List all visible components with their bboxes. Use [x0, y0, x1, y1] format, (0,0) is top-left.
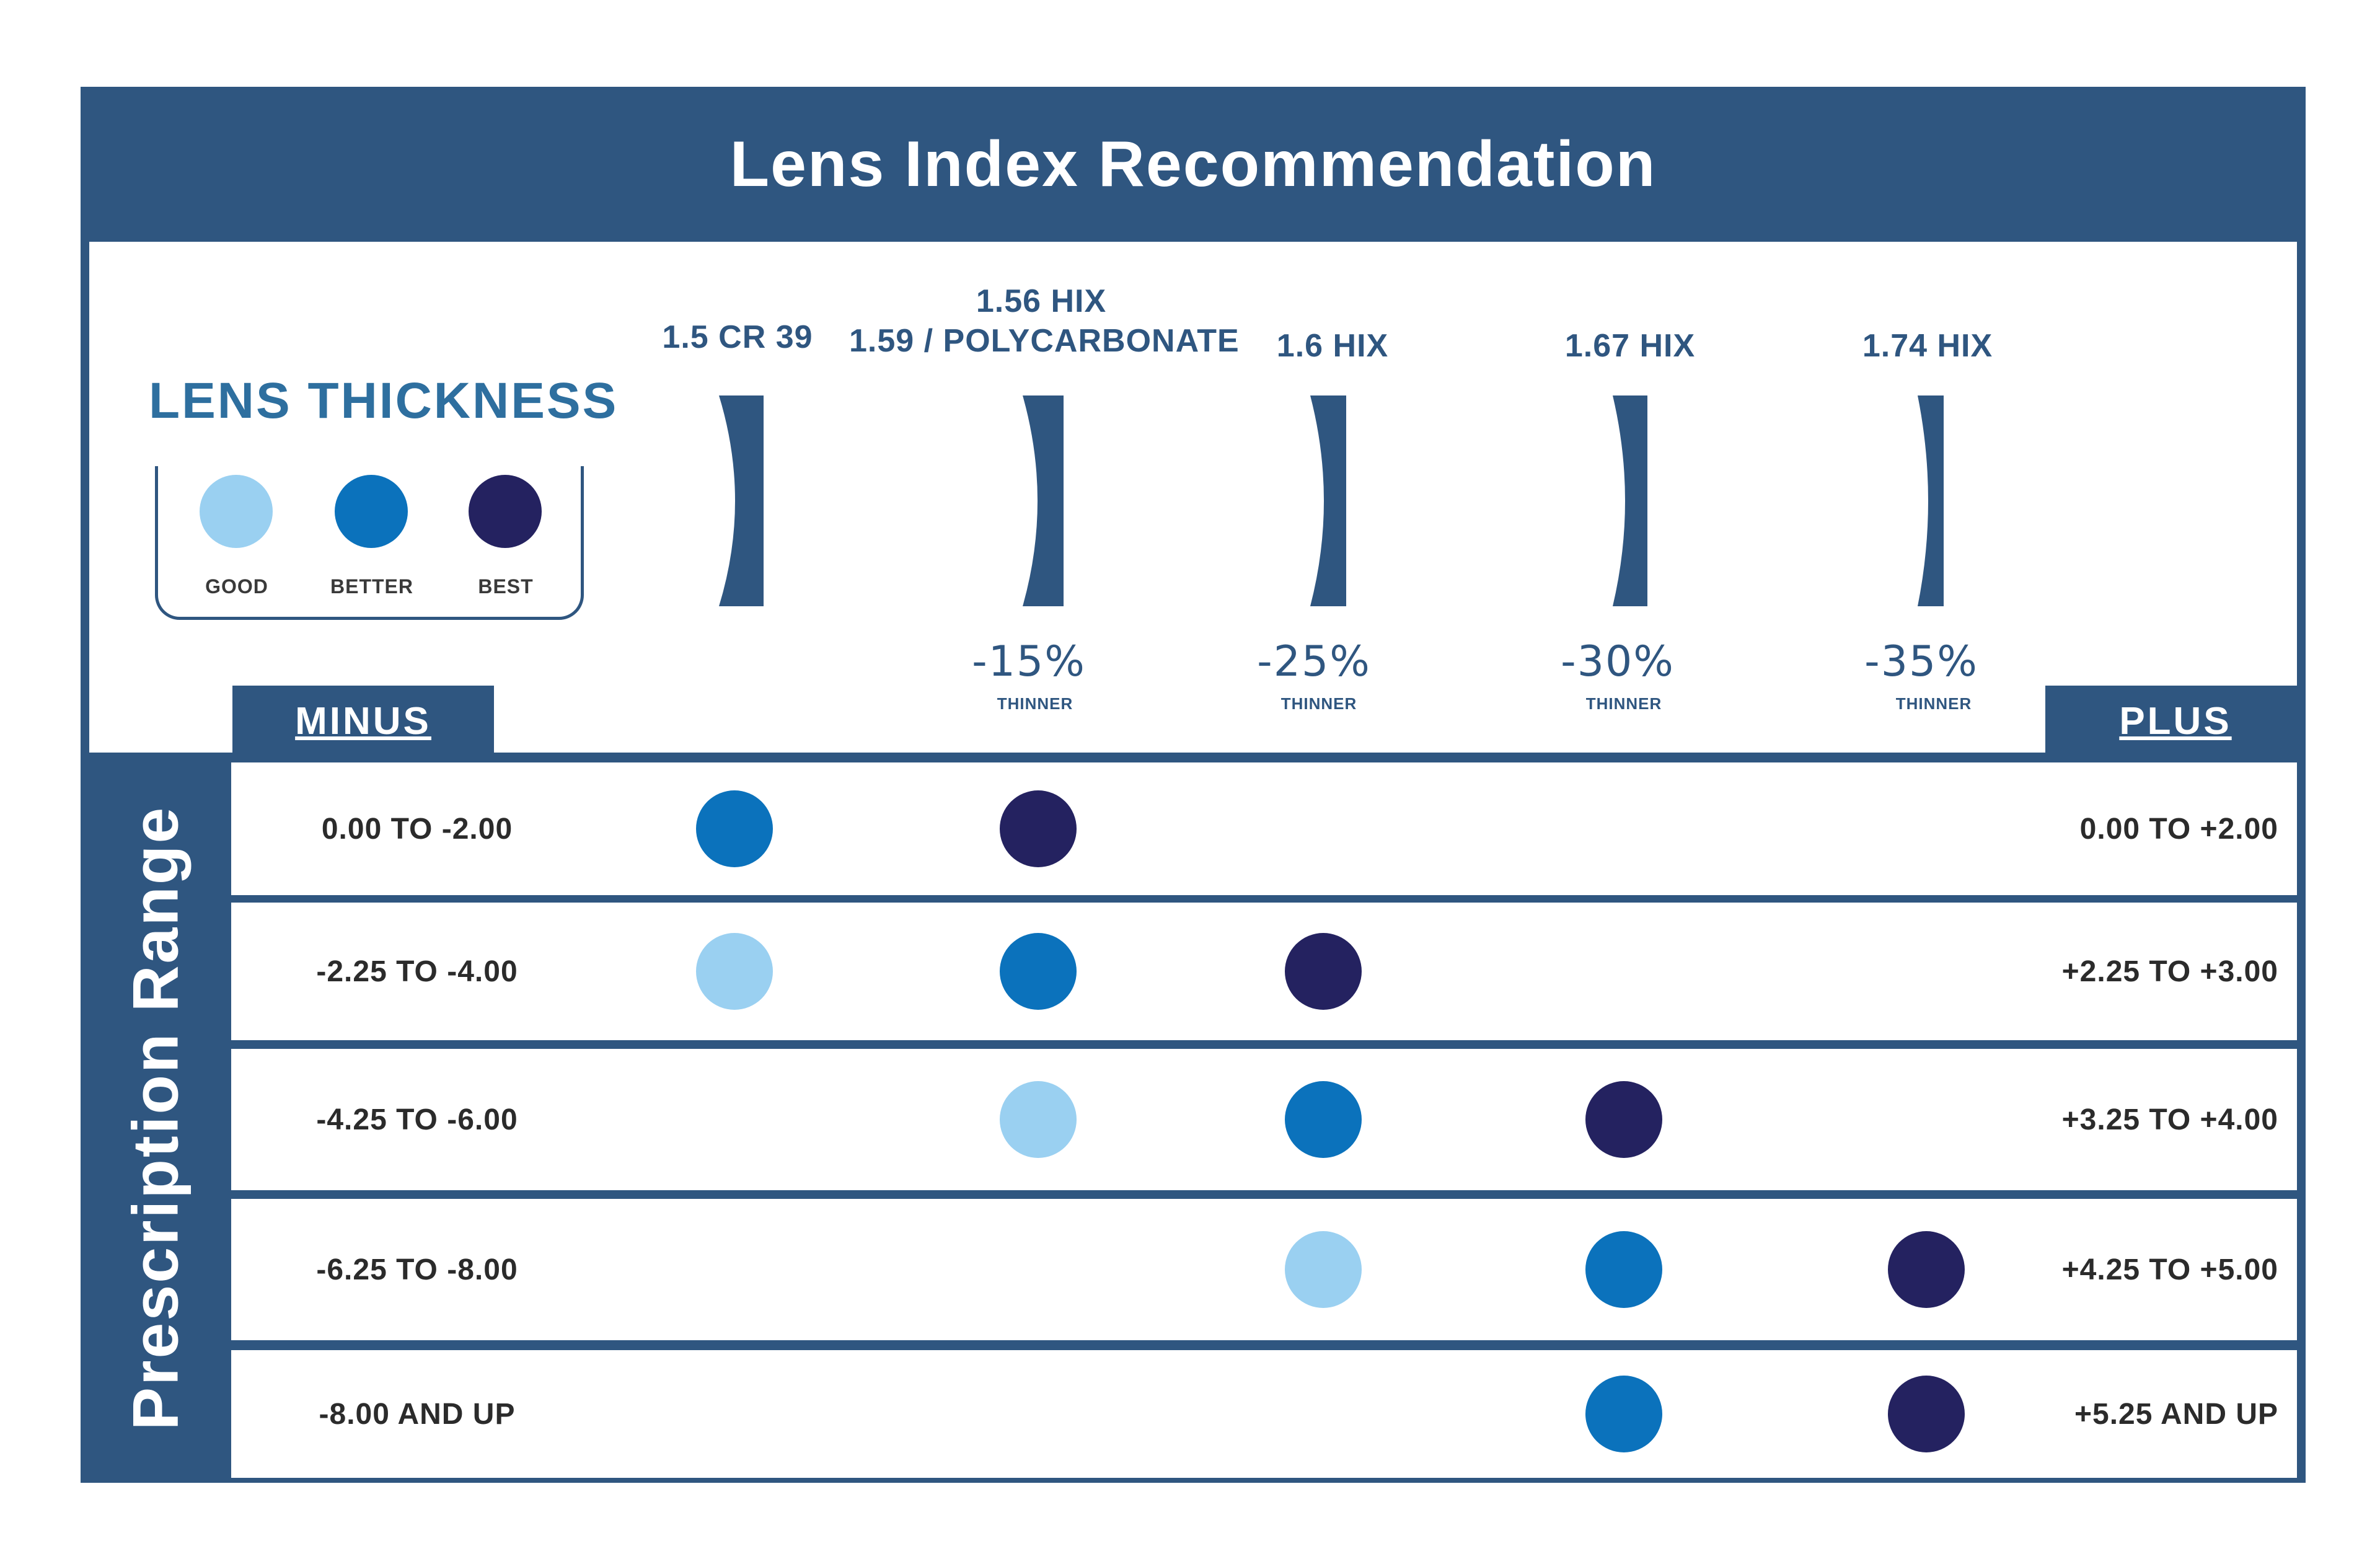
- minus-range-label: -2.25 TO -4.00: [316, 955, 518, 988]
- minus-range-label: -4.25 TO -6.00: [316, 1103, 518, 1136]
- table-row: 0.00 TO -2.00 0.00 TO +2.00: [231, 762, 2297, 895]
- column-header-line: 1.74 HIX: [1862, 328, 1993, 364]
- prescription-range-label: Prescription Range: [81, 753, 231, 1483]
- plus-range-label: +3.25 TO +4.00: [2061, 1103, 2278, 1136]
- thinner-label-1-56: THINNER: [997, 694, 1073, 713]
- rating-dot-best: [1888, 1231, 1965, 1308]
- thinner-label-1-6: THINNER: [1280, 694, 1357, 713]
- plus-range-label: 0.00 TO +2.00: [2079, 812, 2278, 846]
- column-header-line: 1.5 CR 39: [662, 319, 813, 355]
- plus-range-label: +4.25 TO +5.00: [2061, 1253, 2278, 1286]
- column-header-1-56: 1.56 HIX 1.59 / POLYCARBONATE: [849, 281, 1240, 361]
- table-row: -6.25 TO -8.00 +4.25 TO +5.00: [231, 1199, 2297, 1340]
- rating-dot-better: [1000, 933, 1077, 1010]
- lens-profile-1-67-icon: [1613, 395, 1647, 606]
- prescription-range-text: Prescription Range: [120, 805, 192, 1430]
- rating-dot-good: [1285, 1231, 1362, 1308]
- thinner-percent-1-74: -35%: [1864, 637, 1978, 686]
- rating-dot-better: [1285, 1081, 1362, 1158]
- lens-profile-1-6-icon: [1310, 395, 1346, 606]
- rating-dot-best: [1285, 933, 1362, 1010]
- rating-dot-better: [1585, 1376, 1662, 1452]
- rating-dot-better: [1585, 1231, 1662, 1308]
- column-header-1-6: 1.6 HIX: [1240, 326, 1426, 366]
- table-row: -8.00 AND UP +5.25 AND UP: [231, 1350, 2297, 1478]
- minus-range-label: -6.25 TO -8.00: [316, 1253, 518, 1286]
- column-header-line: 1.67 HIX: [1564, 328, 1696, 364]
- lens-profile-1-74-icon: [1918, 395, 1944, 606]
- rating-dot-good: [696, 933, 773, 1010]
- lens-profile-1-5-icon: [719, 395, 764, 606]
- title-band: Lens Index Recommendation: [81, 87, 2306, 242]
- legend-best-dot: [469, 475, 542, 548]
- legend-better-dot: [335, 475, 408, 548]
- table-row: -4.25 TO -6.00 +3.25 TO +4.00: [231, 1049, 2297, 1190]
- thinner-label-1-74: THINNER: [1895, 694, 1972, 713]
- rating-dot-best: [1888, 1376, 1965, 1452]
- column-header-1-67: 1.67 HIX: [1537, 326, 1723, 366]
- legend-good-label: GOOD: [205, 575, 268, 598]
- column-header-line: 1.6 HIX: [1276, 328, 1389, 364]
- rating-dot-better: [696, 790, 773, 867]
- minus-range-label: 0.00 TO -2.00: [321, 812, 513, 846]
- legend-best-label: BEST: [478, 575, 534, 598]
- thinner-label-1-67: THINNER: [1585, 694, 1662, 713]
- lens-profile-1-56-icon: [1023, 395, 1064, 606]
- legend-better-label: BETTER: [330, 575, 413, 598]
- thinner-percent-1-56: -15%: [972, 637, 1086, 686]
- thinner-percent-1-6: -25%: [1257, 637, 1371, 686]
- plus-range-label: +5.25 AND UP: [2074, 1397, 2278, 1431]
- column-header-1-5: 1.5 CR 39: [645, 317, 831, 357]
- column-header-line: 1.56 HIX: [976, 283, 1107, 319]
- minus-range-label: -8.00 AND UP: [319, 1397, 516, 1431]
- minus-tab: MINUS: [232, 686, 494, 754]
- column-header-line-2: 1.59 / POLYCARBONATE: [849, 323, 1240, 359]
- legend-good-dot: [200, 475, 273, 548]
- rating-dot-good: [1000, 1081, 1077, 1158]
- thinner-percent-1-67: -30%: [1561, 637, 1675, 686]
- legend-title: LENS THICKNESS: [149, 373, 619, 429]
- rating-dot-best: [1000, 790, 1077, 867]
- legend-box: [155, 466, 584, 620]
- rating-dot-best: [1585, 1081, 1662, 1158]
- plus-tab: PLUS: [2045, 686, 2306, 754]
- plus-range-label: +2.25 TO +3.00: [2061, 955, 2278, 988]
- table-row: -2.25 TO -4.00 +2.25 TO +3.00: [231, 903, 2297, 1040]
- page-title: Lens Index Recommendation: [729, 128, 1657, 200]
- column-header-1-74: 1.74 HIX: [1835, 326, 2021, 366]
